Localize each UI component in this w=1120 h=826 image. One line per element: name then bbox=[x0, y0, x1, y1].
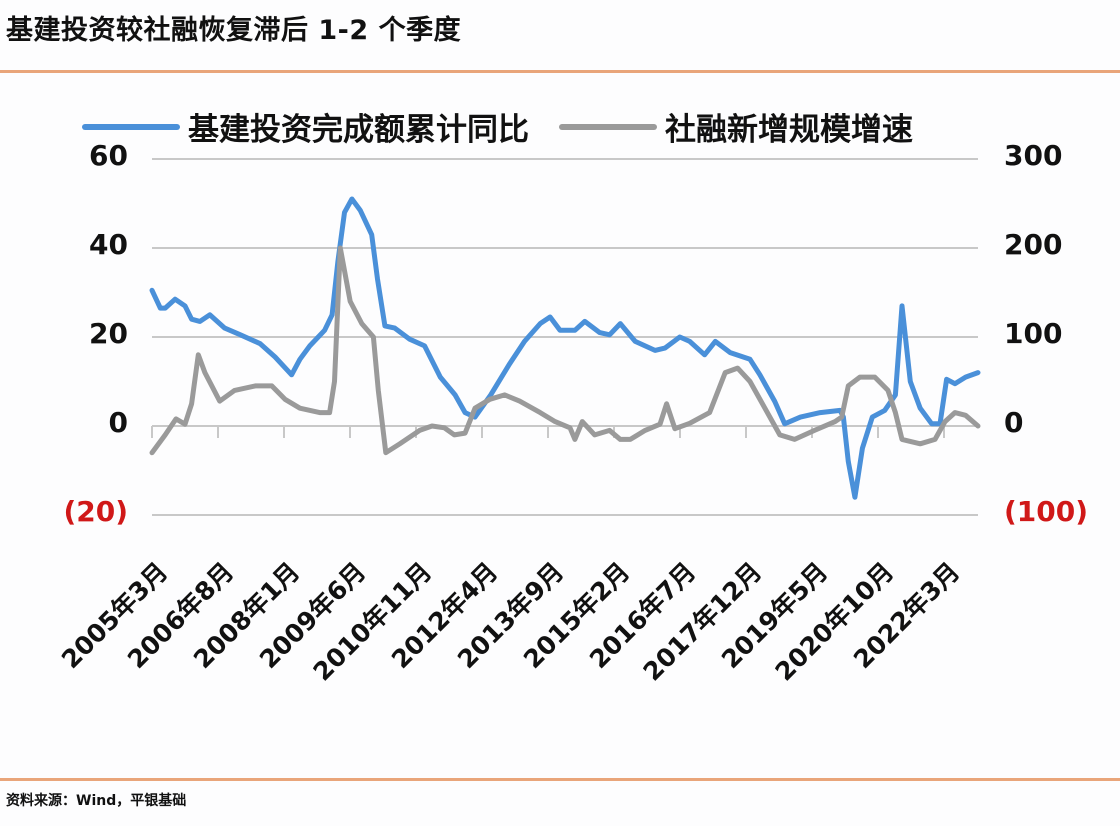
right-tick-label: 100 bbox=[1004, 317, 1063, 350]
left-tick-label: 0 bbox=[108, 406, 128, 439]
legend-label: 社融新增规模增速 bbox=[665, 112, 913, 148]
left-tick-label: 60 bbox=[89, 139, 128, 172]
legend-swatch-blue bbox=[82, 123, 180, 130]
series-social-financing-line bbox=[149, 245, 981, 456]
source-note: 资料来源：Wind，平银基础 bbox=[6, 793, 187, 809]
left-tick-label: (20) bbox=[63, 495, 128, 528]
left-tick-label: 40 bbox=[89, 228, 128, 261]
legend-item-social-financing: 社融新增规模增速 bbox=[559, 104, 913, 149]
legend: 基建投资完成额累计同比 社融新增规模增速 bbox=[82, 104, 943, 149]
right-tick-label: 200 bbox=[1004, 228, 1063, 261]
right-tick-label: 0 bbox=[1004, 406, 1024, 439]
right-tick-label: (100) bbox=[1004, 495, 1089, 528]
right-tick-label: 300 bbox=[1004, 139, 1063, 172]
top-divider bbox=[0, 70, 1120, 73]
series-infrastructure-line bbox=[149, 196, 981, 500]
bottom-divider bbox=[0, 778, 1120, 781]
legend-item-infrastructure: 基建投资完成额累计同比 bbox=[82, 104, 529, 149]
legend-label: 基建投资完成额累计同比 bbox=[188, 112, 529, 148]
chart-title: 基建投资较社融恢复滞后 1-2 个季度 bbox=[6, 15, 462, 46]
left-tick-label: 20 bbox=[89, 317, 128, 350]
legend-swatch-gray bbox=[559, 123, 657, 130]
